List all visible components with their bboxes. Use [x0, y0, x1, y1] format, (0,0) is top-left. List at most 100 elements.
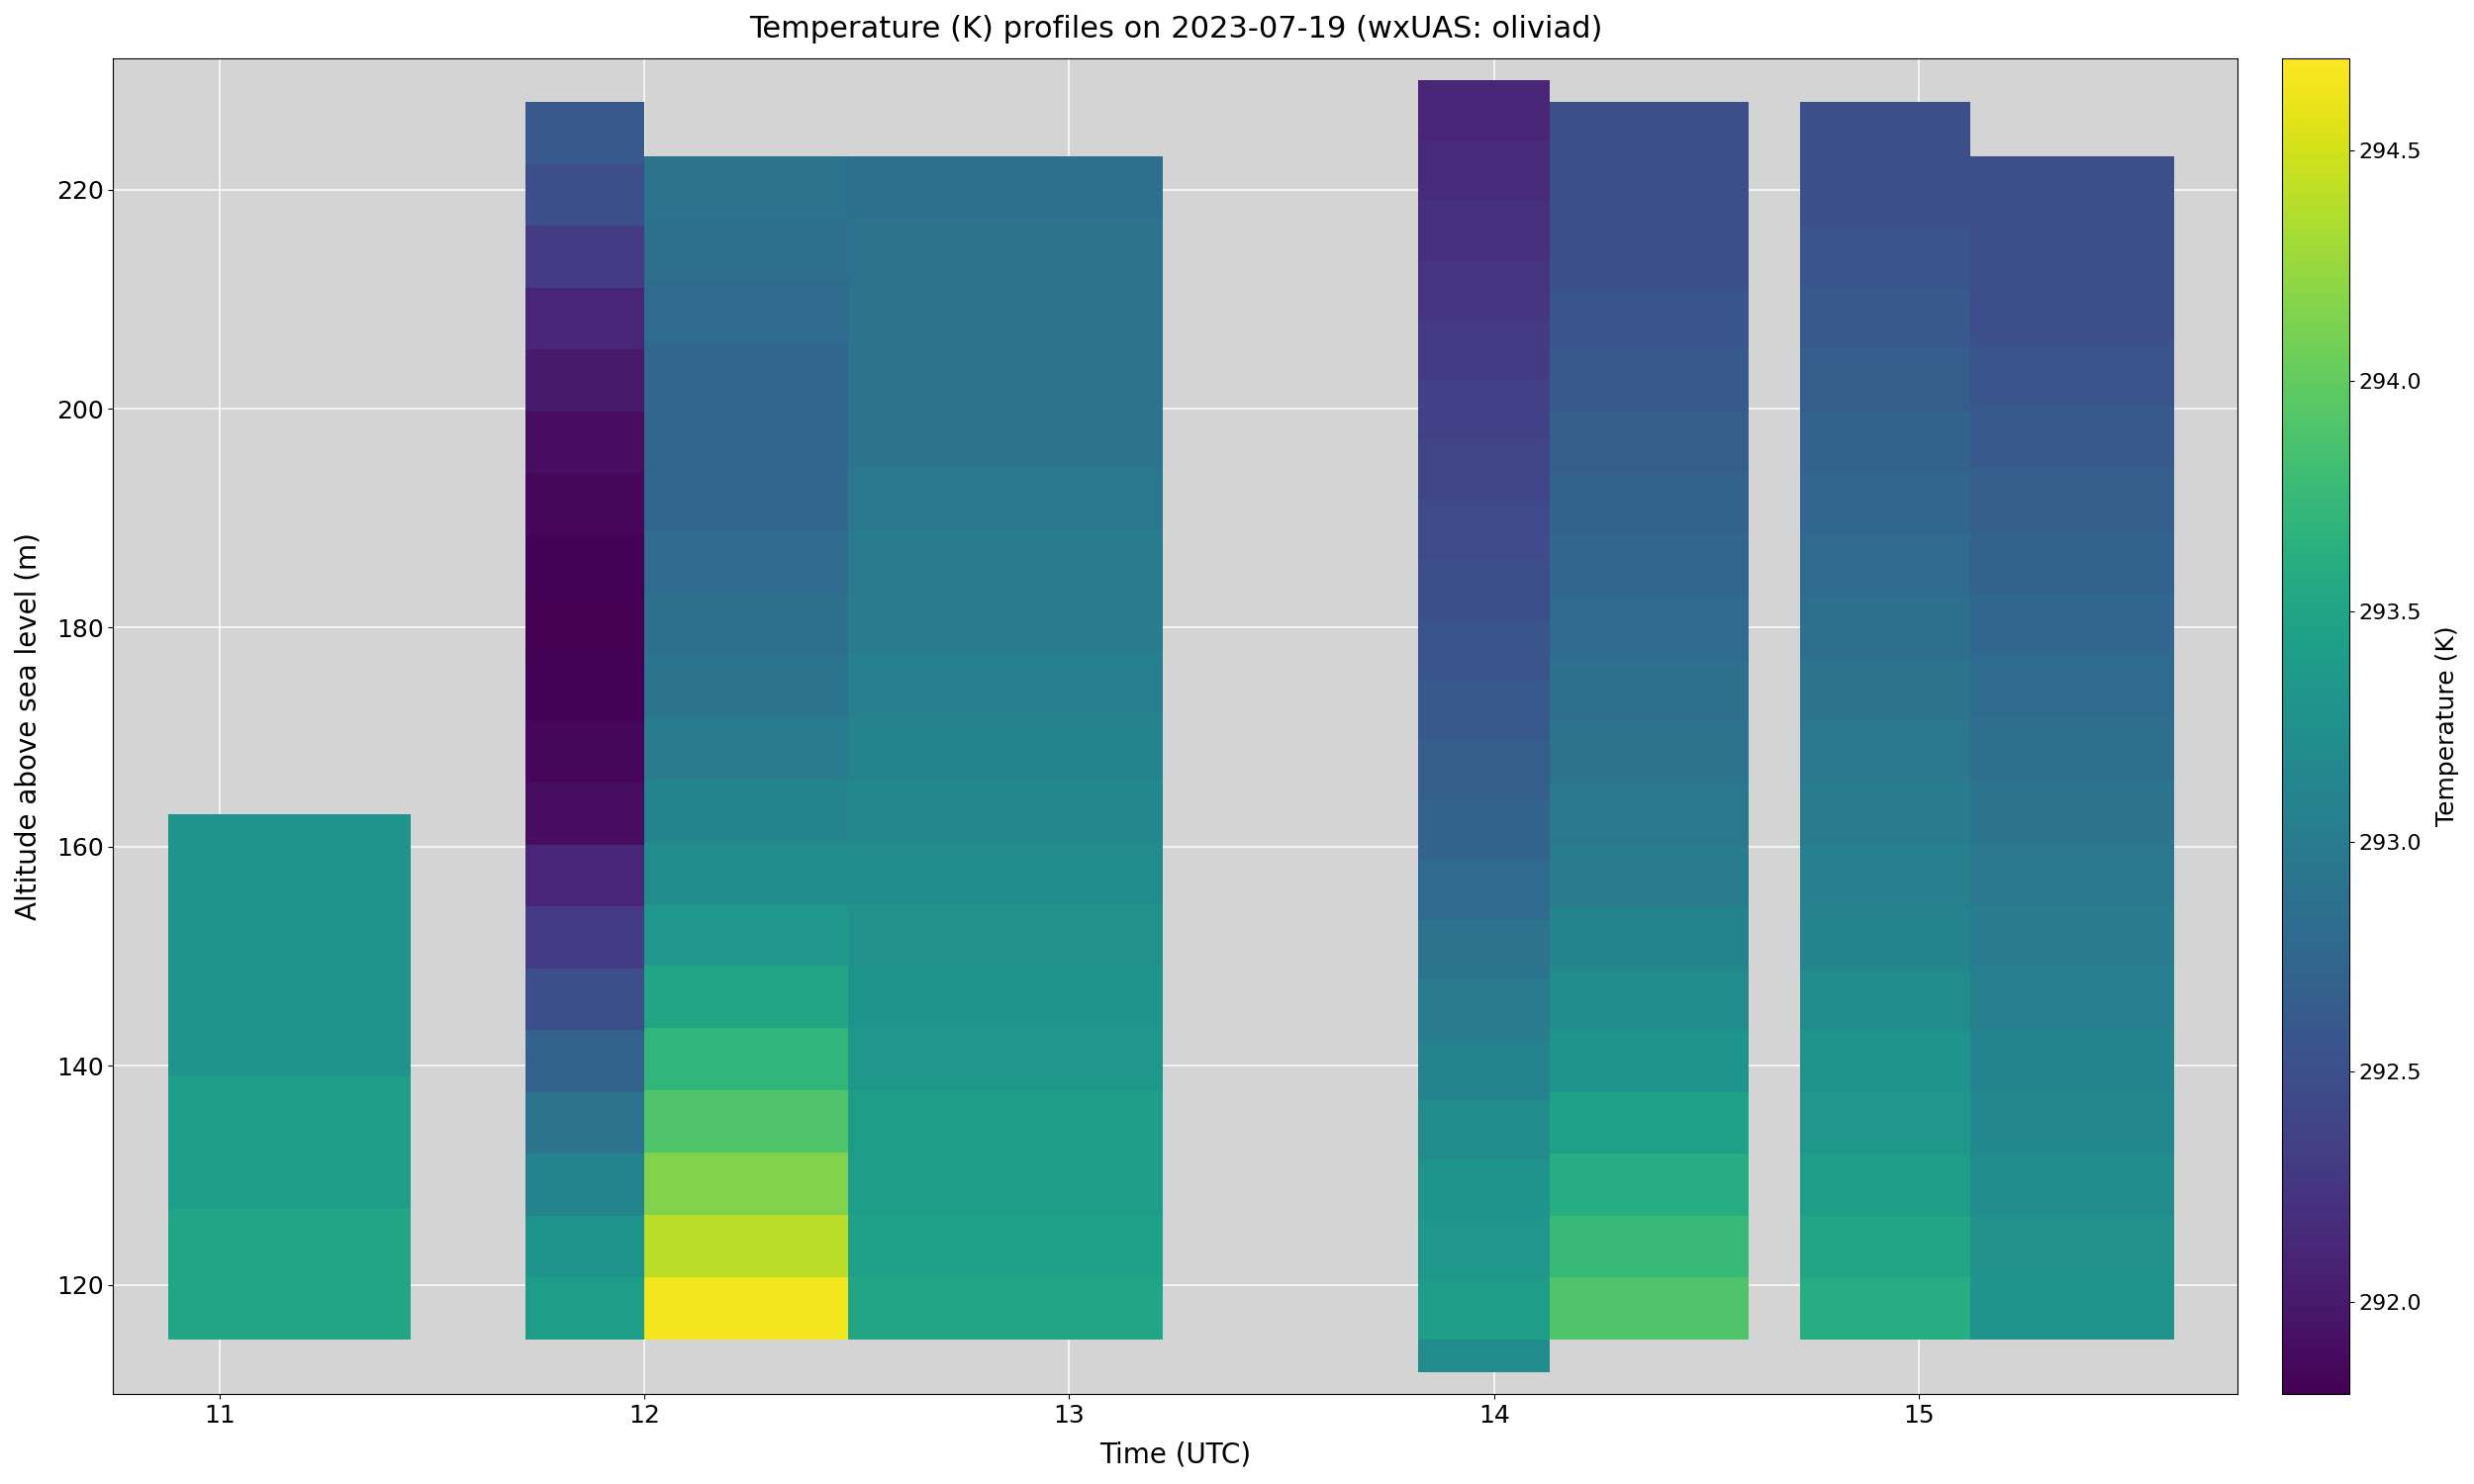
Bar — [643, 220, 849, 282]
Bar — [1969, 530, 2175, 592]
Bar — [1801, 411, 1969, 473]
Bar — [1549, 844, 1749, 907]
Bar — [1801, 597, 1969, 659]
Bar — [1418, 741, 1549, 800]
Bar — [1549, 907, 1749, 969]
Bar — [1969, 904, 2175, 966]
Bar — [849, 592, 1163, 654]
Bar — [643, 157, 849, 220]
Bar — [1549, 473, 1749, 536]
Bar — [849, 405, 1163, 467]
Bar — [168, 1143, 411, 1208]
Bar — [1801, 1215, 1969, 1278]
Bar — [849, 1091, 1163, 1153]
Bar — [643, 467, 849, 530]
Bar — [168, 813, 411, 880]
Bar — [524, 288, 643, 350]
Bar — [1418, 1340, 1549, 1373]
Bar — [1969, 1153, 2175, 1215]
Bar — [524, 659, 643, 721]
Bar — [849, 1028, 1163, 1091]
Bar — [1549, 1278, 1749, 1340]
Bar — [1418, 800, 1549, 859]
Bar — [1969, 220, 2175, 282]
Bar — [643, 530, 849, 592]
Bar — [1418, 559, 1549, 620]
Bar — [1801, 473, 1969, 536]
Bar — [643, 654, 849, 717]
Bar — [1801, 1155, 1969, 1215]
Bar — [1969, 1278, 2175, 1340]
Bar — [1549, 969, 1749, 1030]
Bar — [1801, 844, 1969, 907]
Bar — [1418, 260, 1549, 321]
Bar — [1418, 380, 1549, 439]
Bar — [1418, 139, 1549, 200]
Bar — [524, 1092, 643, 1155]
Bar — [643, 592, 849, 654]
Bar — [849, 1278, 1163, 1340]
Bar — [849, 343, 1163, 405]
Bar — [1549, 1215, 1749, 1278]
Bar — [1549, 288, 1749, 350]
Bar — [1801, 1030, 1969, 1092]
Bar — [1549, 163, 1749, 226]
Bar — [643, 841, 849, 904]
Bar — [1549, 350, 1749, 411]
Bar — [643, 1028, 849, 1091]
Bar — [643, 282, 849, 343]
Bar — [643, 779, 849, 841]
Bar — [524, 844, 643, 907]
Bar — [1969, 1091, 2175, 1153]
Bar — [168, 1273, 411, 1340]
Bar — [849, 654, 1163, 717]
Bar — [168, 1208, 411, 1273]
Bar — [1418, 979, 1549, 1040]
Bar — [1418, 1220, 1549, 1279]
Bar — [643, 405, 849, 467]
Bar — [524, 1278, 643, 1340]
Bar — [849, 779, 1163, 841]
Bar — [849, 904, 1163, 966]
Bar — [849, 530, 1163, 592]
Bar — [1418, 1159, 1549, 1220]
Y-axis label: Temperature (K): Temperature (K) — [2434, 626, 2459, 827]
Bar — [643, 343, 849, 405]
Bar — [524, 411, 643, 473]
Bar — [1969, 467, 2175, 530]
Bar — [524, 350, 643, 411]
Bar — [524, 1215, 643, 1278]
Bar — [1549, 1030, 1749, 1092]
Bar — [1969, 841, 2175, 904]
Bar — [849, 220, 1163, 282]
Bar — [1969, 1215, 2175, 1278]
Bar — [849, 717, 1163, 779]
Bar — [524, 969, 643, 1030]
Bar — [1418, 439, 1549, 500]
Bar — [643, 1278, 849, 1340]
Bar — [1969, 592, 2175, 654]
Bar — [643, 966, 849, 1028]
Y-axis label: Altitude above sea level (m): Altitude above sea level (m) — [15, 533, 42, 920]
Bar — [1549, 659, 1749, 721]
Bar — [1418, 321, 1549, 380]
Bar — [1801, 226, 1969, 288]
Title: Temperature (K) profiles on 2023-07-19 (wxUAS: oliviad): Temperature (K) profiles on 2023-07-19 (… — [750, 15, 1603, 43]
Bar — [849, 1153, 1163, 1215]
Bar — [1418, 1040, 1549, 1100]
Bar — [524, 721, 643, 782]
Bar — [643, 904, 849, 966]
Bar — [1801, 907, 1969, 969]
Bar — [168, 880, 411, 945]
Bar — [1801, 288, 1969, 350]
Bar — [1418, 1279, 1549, 1340]
Bar — [1549, 597, 1749, 659]
Bar — [1549, 1092, 1749, 1155]
Bar — [1418, 80, 1549, 139]
Bar — [1549, 226, 1749, 288]
Bar — [1418, 620, 1549, 680]
Bar — [1549, 536, 1749, 597]
Bar — [1418, 200, 1549, 260]
Bar — [1801, 782, 1969, 844]
Bar — [1801, 969, 1969, 1030]
